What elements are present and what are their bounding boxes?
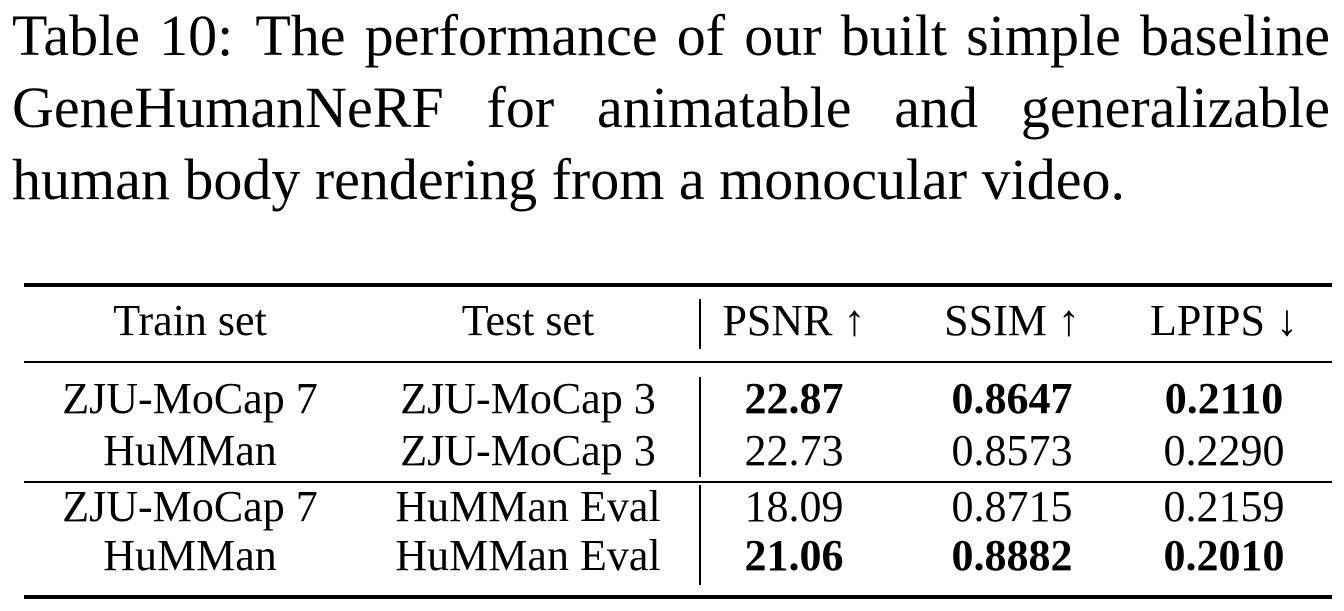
row-3-ssim: 0.8882 bbox=[951, 531, 1073, 580]
bottom-rule bbox=[24, 595, 1332, 599]
row-3-psnr: 21.06 bbox=[744, 531, 844, 580]
table-caption: Table 10: The performance of our built s… bbox=[12, 0, 1330, 216]
row-1-test: ZJU-MoCap 3 bbox=[400, 426, 656, 475]
header-test-set: Test set bbox=[461, 296, 595, 345]
row-0-ssim: 0.8647 bbox=[951, 374, 1073, 423]
header-train-set: Train set bbox=[113, 296, 267, 345]
header-rule bbox=[24, 361, 1332, 363]
row-2-test: HuMMan Eval bbox=[395, 482, 661, 531]
group-2-column-divider bbox=[699, 485, 701, 585]
table-row: HuMMan ZJU-MoCap 3 22.73 0.8573 0.2290 bbox=[0, 425, 1344, 477]
group-rule bbox=[24, 481, 1332, 483]
row-0-psnr: 22.87 bbox=[744, 374, 844, 423]
row-1-lpips: 0.2290 bbox=[1163, 426, 1285, 475]
row-0-test: ZJU-MoCap 3 bbox=[400, 374, 656, 423]
top-rule bbox=[24, 283, 1332, 287]
header-column-divider bbox=[699, 299, 701, 349]
row-2-psnr: 18.09 bbox=[744, 482, 844, 531]
table-row: HuMMan HuMMan Eval 21.06 0.8882 0.2010 bbox=[0, 530, 1344, 582]
row-2-lpips: 0.2159 bbox=[1163, 482, 1285, 531]
caption-label: Table 10: bbox=[12, 3, 234, 68]
table-row: ZJU-MoCap 7 ZJU-MoCap 3 22.87 0.8647 0.2… bbox=[0, 373, 1344, 425]
header-row: Train set Test set PSNR ↑ SSIM ↑ LPIPS ↓ bbox=[0, 295, 1344, 347]
row-3-lpips: 0.2010 bbox=[1163, 531, 1285, 580]
row-2-ssim: 0.8715 bbox=[951, 482, 1073, 531]
row-1-psnr: 22.73 bbox=[744, 426, 844, 475]
group-1-column-divider bbox=[699, 377, 701, 477]
row-1-ssim: 0.8573 bbox=[951, 426, 1073, 475]
caption-text: The performance of our built simple base… bbox=[12, 3, 1330, 212]
row-3-train: HuMMan bbox=[103, 531, 277, 580]
row-0-train: ZJU-MoCap 7 bbox=[62, 374, 318, 423]
header-lpips: LPIPS ↓ bbox=[1150, 296, 1298, 345]
row-0-lpips: 0.2110 bbox=[1164, 374, 1284, 423]
row-3-test: HuMMan Eval bbox=[395, 531, 661, 580]
header-ssim: SSIM ↑ bbox=[944, 296, 1080, 345]
row-2-train: ZJU-MoCap 7 bbox=[62, 482, 318, 531]
table-row: ZJU-MoCap 7 HuMMan Eval 18.09 0.8715 0.2… bbox=[0, 481, 1344, 533]
row-1-train: HuMMan bbox=[103, 426, 277, 475]
header-psnr: PSNR ↑ bbox=[722, 296, 866, 345]
